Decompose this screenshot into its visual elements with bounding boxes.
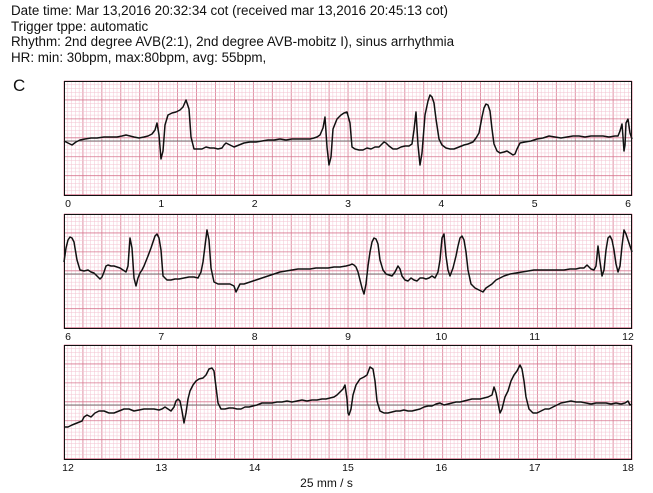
time-tick-label: 15: [342, 462, 354, 474]
time-tick-label: 12: [62, 462, 74, 474]
time-tick-label: 1: [158, 198, 165, 210]
time-axis-labels-3: 12 13 14 15 16 17 18: [62, 462, 634, 476]
trigger-type-line: Trigger tppe: automatic: [11, 18, 149, 34]
time-tick-label: 16: [435, 462, 448, 474]
time-tick-label: 14: [248, 462, 261, 474]
report-header: Date time: Mar 13,2016 20:32:34 cot (rec…: [11, 3, 454, 65]
time-tick-label: 4: [438, 198, 445, 210]
time-tick-label: 0: [65, 198, 71, 210]
time-tick-label: 11: [529, 331, 541, 343]
time-tick-label: 8: [251, 331, 258, 343]
heart-rate-line: HR: min: 30bpm, max:80bpm, avg: 55bpm,: [11, 49, 267, 65]
strip-border: [64, 214, 632, 329]
time-tick-label: 10: [435, 331, 448, 343]
strip-border: [64, 81, 632, 196]
ecg-grid: [63, 213, 633, 329]
time-tick-label: 13: [155, 462, 168, 474]
time-tick-label: 18: [622, 462, 634, 474]
ecg-strip-3: [63, 344, 633, 460]
time-tick-label: 17: [528, 462, 541, 474]
ecg-trace: [63, 94, 633, 166]
time-tick-label: 5: [531, 198, 538, 210]
ecg-trace: [64, 364, 633, 428]
time-tick-label: 6: [65, 331, 71, 343]
panel-label: C: [13, 76, 26, 95]
time-axis-labels-2: 6 7 8 9 10 11 12: [64, 331, 634, 345]
ecg-grid: [63, 344, 633, 460]
rhythm-line: Rhythm: 2nd degree AVB(2:1), 2nd degree …: [11, 34, 455, 50]
time-tick-label: 6: [625, 198, 631, 210]
ecg-trace: [63, 229, 633, 295]
time-tick-label: 2: [251, 198, 258, 210]
time-tick-label: 3: [345, 198, 351, 210]
strip-border: [64, 345, 632, 460]
ecg-strip-1: [63, 80, 633, 196]
time-axis-labels-1: 0 1 2 3 4 5 6: [64, 198, 632, 212]
time-tick-label: 12: [622, 331, 634, 343]
ecg-grid: [63, 80, 633, 196]
paper-speed-label: 25 mm / s: [300, 476, 353, 490]
time-tick-label: 9: [345, 331, 351, 343]
ecg-strip-2: [63, 213, 633, 329]
time-tick-label: 7: [158, 331, 165, 343]
date-time-line: Date time: Mar 13,2016 20:32:34 cot (rec…: [11, 3, 448, 18]
